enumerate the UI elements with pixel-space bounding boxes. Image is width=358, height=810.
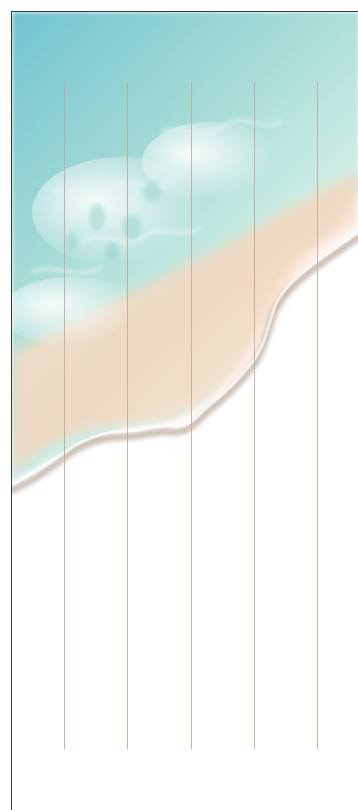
guide-line-3 bbox=[191, 82, 192, 749]
guide-line-1 bbox=[64, 82, 65, 749]
guide-line-5 bbox=[317, 82, 318, 749]
guide-line-2 bbox=[127, 82, 128, 749]
beach-watercolor-background bbox=[12, 12, 358, 494]
guide-line-4 bbox=[254, 82, 255, 749]
canvas-frame bbox=[11, 11, 358, 810]
